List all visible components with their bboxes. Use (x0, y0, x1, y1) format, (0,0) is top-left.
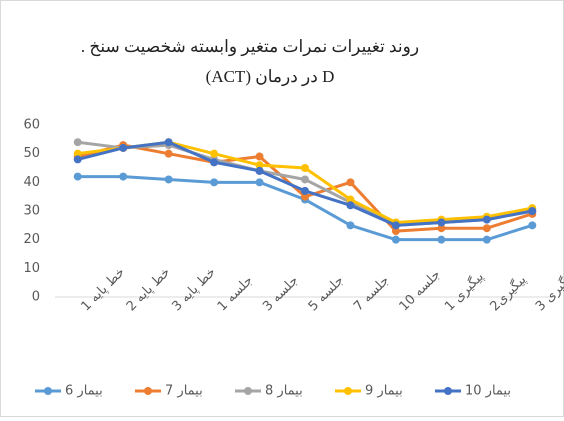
point (391, 235, 400, 244)
point (73, 138, 82, 147)
point (73, 149, 82, 158)
legend-label: بیمار 8 (265, 384, 303, 399)
legend-label: بیمار 9 (365, 384, 403, 399)
legend-label: بیمار 7 (165, 384, 203, 399)
point (255, 166, 264, 175)
point (164, 138, 173, 147)
legend-label: بیمار 6 (65, 384, 103, 399)
chart-subtitle: D در درمان (ACT) (206, 67, 335, 87)
legend-marker (44, 387, 52, 395)
point (437, 224, 446, 233)
point (164, 149, 173, 158)
point (210, 158, 219, 167)
point (301, 164, 309, 172)
point (528, 221, 537, 230)
point (210, 149, 219, 158)
point (346, 178, 355, 187)
point (391, 227, 400, 236)
point (119, 172, 128, 181)
point (346, 201, 355, 210)
y-tick-label: 10 (23, 261, 40, 276)
point (528, 207, 537, 215)
legend-marker (144, 387, 152, 395)
legend-marker (244, 387, 252, 395)
point (346, 195, 355, 204)
y-tick-label: 30 (23, 204, 40, 219)
point (301, 175, 309, 184)
y-tick-label: 50 (23, 146, 40, 161)
point (255, 178, 264, 187)
point (482, 215, 491, 224)
y-tick-label: 20 (23, 232, 40, 247)
y-tick-label: 40 (23, 175, 40, 190)
chart-title: روند تغییرات نمرات متغیر وابسته شخصیت سن… (81, 37, 419, 57)
point (73, 172, 82, 181)
point (391, 221, 400, 230)
legend-marker (344, 387, 352, 395)
y-tick-label: 60 (23, 118, 40, 133)
point (346, 221, 355, 230)
point (437, 218, 446, 227)
point (482, 224, 491, 233)
point (255, 152, 264, 161)
point (210, 178, 219, 187)
point (482, 235, 491, 244)
point (301, 192, 309, 201)
point (164, 175, 173, 184)
point (301, 186, 309, 195)
y-tick-label: 0 (32, 290, 40, 305)
point (255, 161, 264, 170)
point (119, 143, 128, 152)
point (73, 155, 82, 164)
point (437, 235, 446, 244)
legend-marker (444, 387, 452, 395)
legend-label: بیمار 10 (465, 384, 511, 399)
